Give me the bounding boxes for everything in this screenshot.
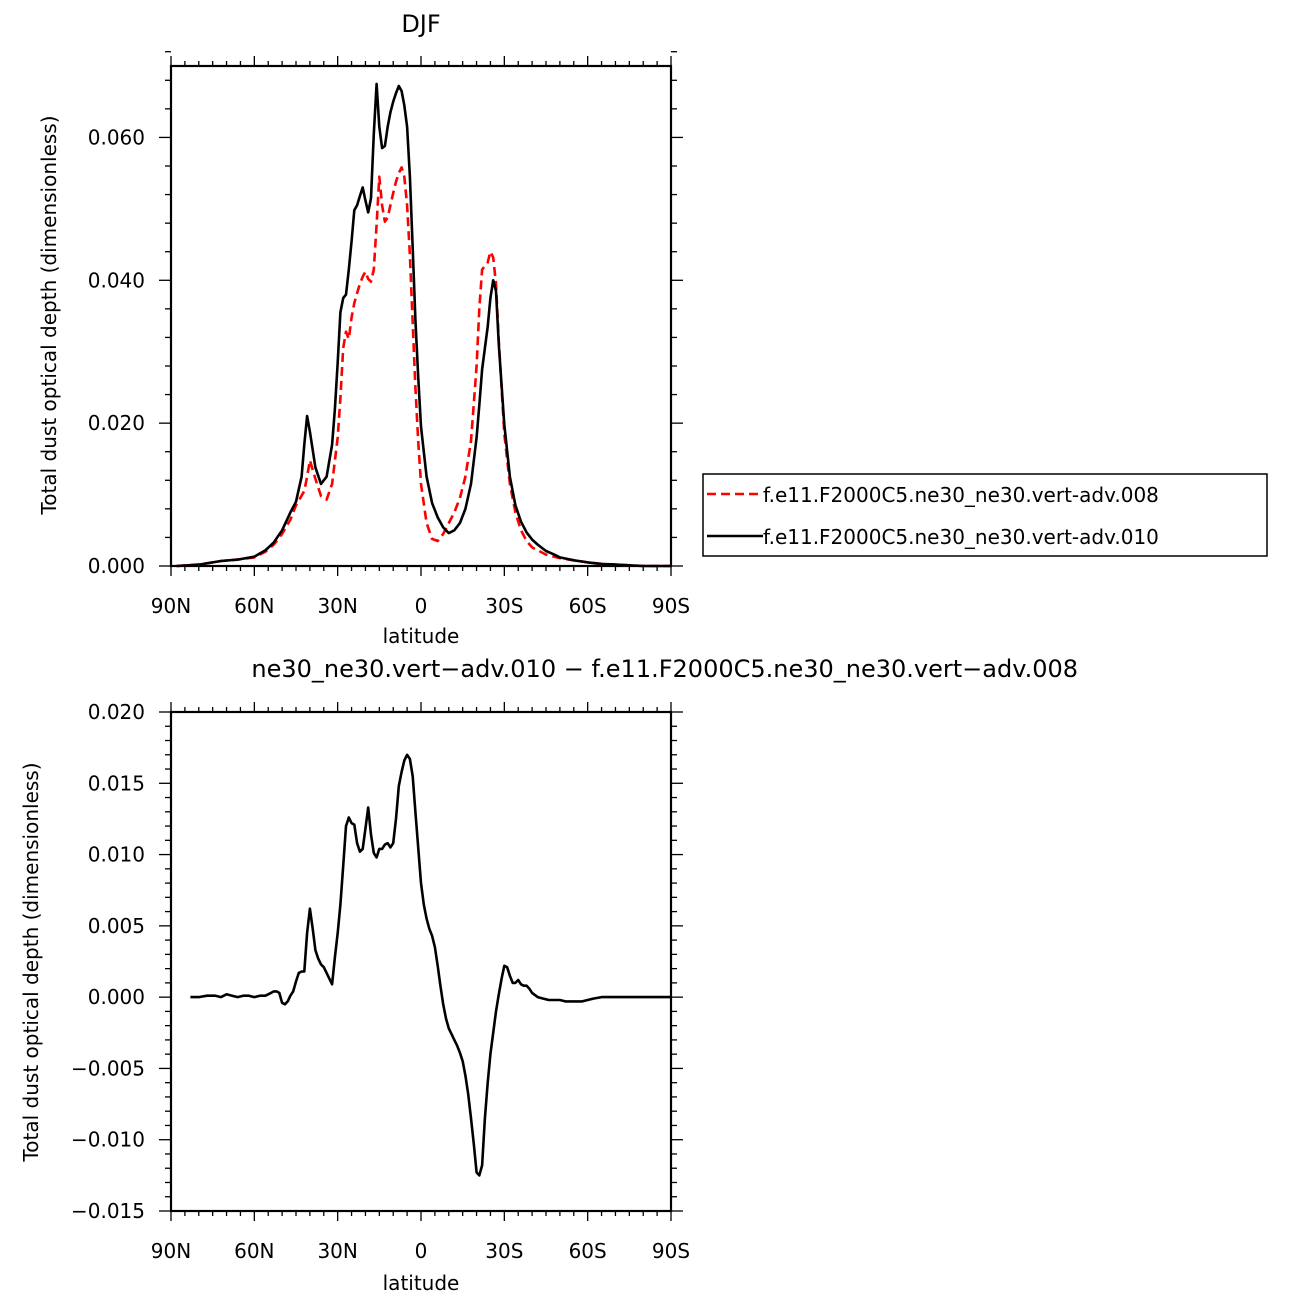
top-x-axis-label: latitude	[383, 624, 460, 648]
top-chart-panel: DJF 90N 60N 30N 0 30S 60S 90S 0.000 0.020 0.040 0.…	[37, 10, 690, 648]
top-plot-area: 90N 60N 30N 0 30S 60S 90S 0.000 0.020 0.040 0.060	[88, 51, 690, 618]
bottom-y-tick-label: −0.015	[71, 1199, 145, 1223]
legend: f.e11.F2000C5.ne30_ne30.vert-adv.008 f.e…	[702, 473, 1268, 557]
bottom-x-tick-label: 30S	[485, 1239, 523, 1263]
bottom-y-tick-label: 0.010	[88, 843, 145, 867]
bottom-x-tick-label: 60N	[234, 1239, 274, 1263]
bottom-x-tick-label: 90N	[151, 1239, 191, 1263]
bottom-y-tick-label: 0.015	[88, 771, 145, 795]
top-y-tick-label: 0.000	[88, 554, 145, 578]
bottom-plot-frame	[169, 710, 673, 1213]
legend-label-series-010: f.e11.F2000C5.ne30_ne30.vert-adv.010	[763, 525, 1159, 549]
bottom-x-axis-label: latitude	[383, 1271, 460, 1295]
top-x-tick-label: 60N	[234, 594, 274, 618]
bottom-plot-area: 90N 60N 30N 0 30S 60S 90S −0.015 −0.010 −0.005 0.0…	[71, 700, 690, 1263]
bottom-y-tick-label: 0.000	[88, 985, 145, 1009]
legend-label-series-008: f.e11.F2000C5.ne30_ne30.vert-adv.008	[763, 483, 1159, 507]
bottom-series-line-0	[190, 753, 671, 1177]
top-chart-title: DJF	[401, 10, 440, 38]
bottom-chart-panel: ne30_ne30.vert−adv.010 − f.e11.F2000C5.n…	[19, 655, 1078, 1295]
top-x-tick-label: 30N	[317, 594, 357, 618]
bottom-x-tick-label: 90S	[652, 1239, 690, 1263]
bottom-x-tick-label: 60S	[569, 1239, 607, 1263]
bottom-y-axis-label: Total dust optical depth (dimensionless)	[19, 762, 43, 1162]
bottom-y-tick-label: 0.005	[88, 914, 145, 938]
top-series-line-0	[176, 166, 671, 568]
top-y-tick-label: 0.020	[88, 411, 145, 435]
top-x-tick-label: 90N	[151, 594, 191, 618]
top-x-tick-label: 90S	[652, 594, 690, 618]
top-y-axis-label: Total dust optical depth (dimensionless)	[37, 115, 61, 515]
bottom-y-tick-label: 0.020	[88, 700, 145, 724]
bottom-x-tick-label: 30N	[317, 1239, 357, 1263]
top-y-tick-label: 0.040	[88, 268, 145, 292]
top-x-tick-label: 0	[415, 594, 428, 618]
bottom-chart-title: ne30_ne30.vert−adv.010 − f.e11.F2000C5.n…	[251, 655, 1078, 683]
top-x-tick-label: 30S	[485, 594, 523, 618]
top-series-line-1	[176, 82, 671, 568]
bottom-x-tick-label: 0	[415, 1239, 428, 1263]
bottom-y-tick-label: −0.010	[71, 1128, 145, 1152]
top-y-tick-label: 0.060	[88, 125, 145, 149]
top-x-tick-label: 60S	[569, 594, 607, 618]
legend-box	[702, 473, 1268, 557]
bottom-y-tick-label: −0.005	[71, 1056, 145, 1080]
